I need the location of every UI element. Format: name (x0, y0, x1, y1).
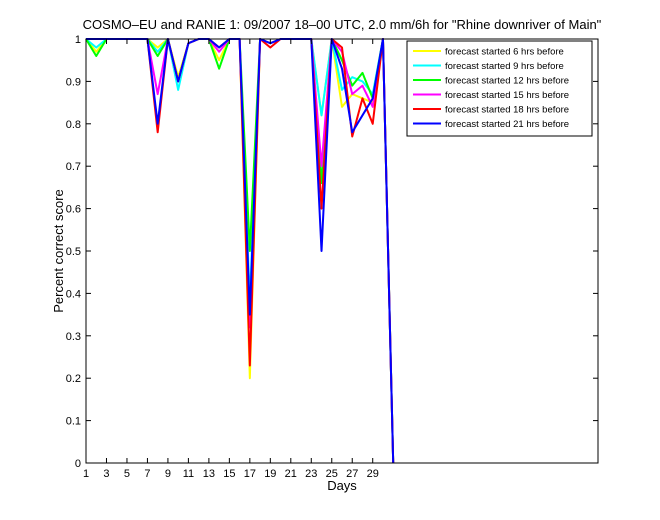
x-tick-label: 11 (183, 468, 194, 480)
legend-box (406, 40, 593, 137)
y-tick-label: 0 (75, 458, 81, 470)
legend-label: forecast started 9 hrs before (445, 61, 564, 72)
y-tick-label: 0.8 (66, 119, 81, 131)
series-lines (85, 38, 395, 464)
x-tick-label: 9 (165, 468, 171, 480)
x-tick-label: 13 (203, 468, 215, 480)
x-tick-label: 7 (144, 468, 150, 480)
y-tick-label: 1 (75, 34, 81, 46)
y-tick-label: 0.1 (66, 416, 81, 428)
x-tick-label: 19 (264, 468, 276, 480)
y-tick-label: 0.2 (66, 373, 81, 385)
legend-label: forecast started 12 hrs before (445, 76, 569, 87)
x-tick-label: 23 (305, 468, 317, 480)
x-tick-label: 15 (223, 468, 235, 480)
y-tick-label: 0.6 (66, 204, 81, 216)
x-tick-label: 1 (83, 468, 89, 480)
y-axis-label: Percent correct score (51, 189, 66, 313)
y-tick-label: 0.3 (66, 331, 81, 343)
x-axis: 1 3 5 7 9 11 13 15 17 19 21 23 25 27 29 (83, 39, 379, 480)
x-tick-label: 17 (244, 468, 256, 480)
legend-label: forecast started 6 hrs before (445, 47, 564, 58)
y-axis: 0 0.1 0.2 0.3 0.4 0.5 0.6 0.7 0.8 0.9 1 (66, 34, 598, 470)
series-line-6 (86, 38, 395, 464)
x-tick-label: 27 (346, 468, 358, 480)
y-tick-label: 0.5 (66, 246, 81, 258)
y-tick-label: 0.4 (66, 288, 81, 300)
legend-label: forecast started 18 hrs before (445, 105, 569, 116)
x-tick-label: 3 (103, 468, 109, 480)
x-tick-label: 21 (285, 468, 297, 480)
y-tick-label: 0.9 (66, 76, 81, 88)
y-tick-label: 0.7 (66, 161, 81, 173)
x-tick-label: 25 (326, 468, 338, 480)
legend: forecast started 6 hrs before forecast st… (406, 40, 593, 137)
x-axis-label: Days (327, 478, 357, 493)
legend-label: forecast started 21 hrs before (445, 119, 569, 130)
x-tick-label: 29 (367, 468, 379, 480)
chart-title: COSMO–EU and RANIE 1: 09/2007 18–00 UTC,… (83, 17, 602, 32)
legend-label: forecast started 15 hrs before (445, 90, 569, 101)
x-tick-label: 5 (124, 468, 130, 480)
